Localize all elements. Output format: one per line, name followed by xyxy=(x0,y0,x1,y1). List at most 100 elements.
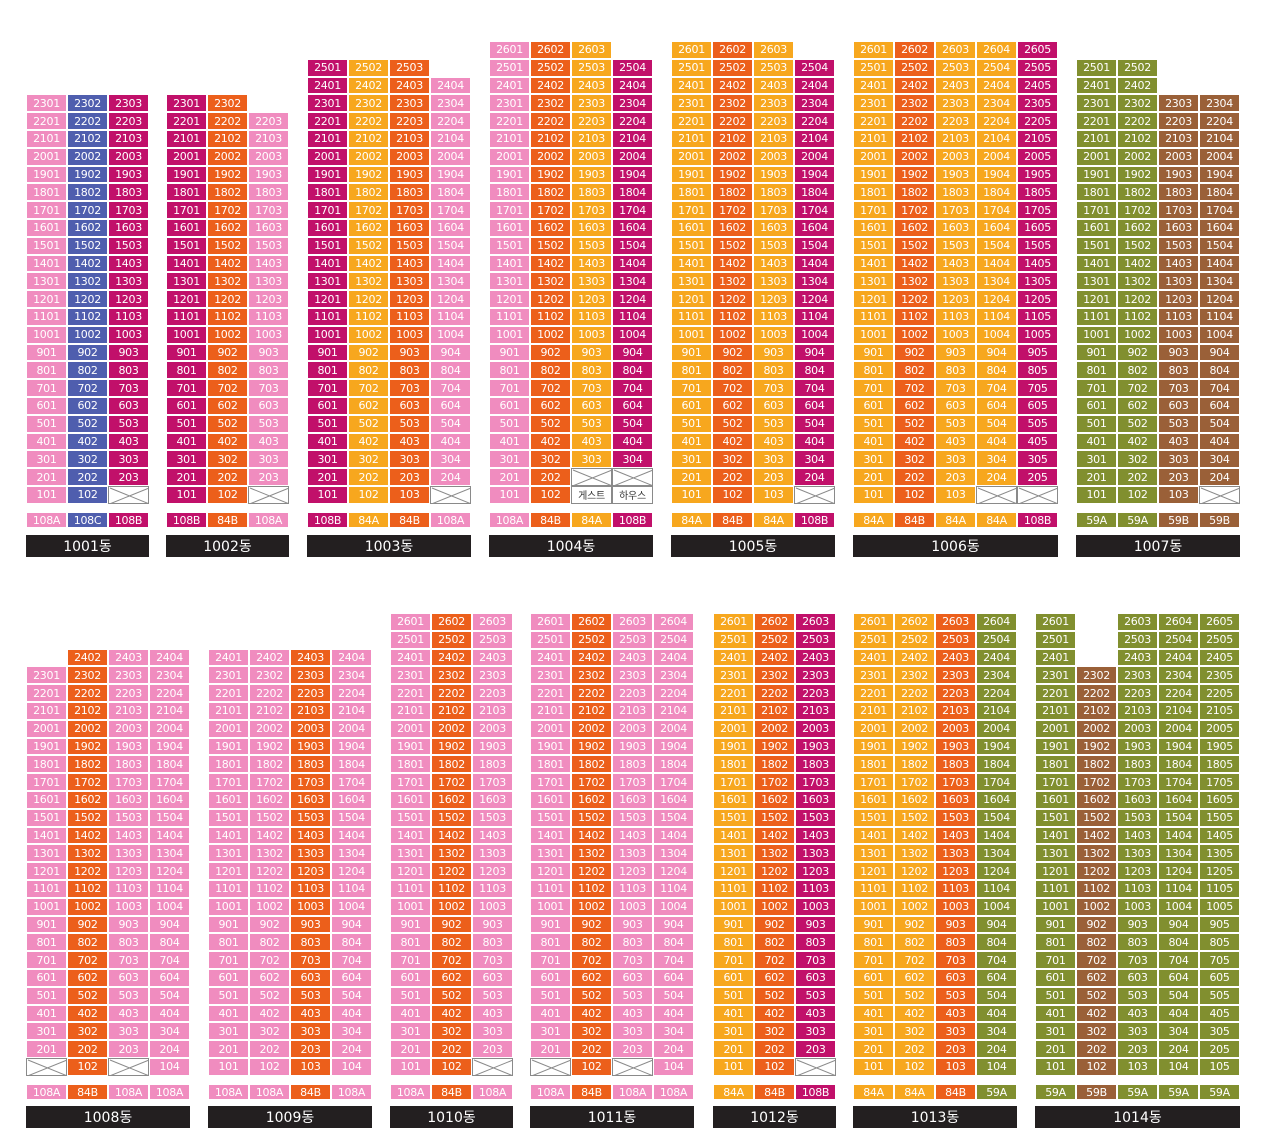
unit-cell: 2405 xyxy=(1017,76,1058,95)
unit-cell: 1103 xyxy=(108,308,149,326)
unit-cell: 2001 xyxy=(853,147,894,166)
unit-cell: 303 xyxy=(108,450,149,469)
unit-cell: 1201 xyxy=(208,862,249,880)
unit-cell: 1503 xyxy=(108,236,149,255)
unit-cell: 501 xyxy=(166,414,207,433)
unit-cell: 1403 xyxy=(1158,254,1199,273)
unit-cell: 504 xyxy=(976,414,1017,433)
unit-cell: 1704 xyxy=(1199,201,1240,219)
unit-cell: 1702 xyxy=(530,201,571,219)
unit-cell: 2102 xyxy=(1076,702,1117,720)
unit-cell: 1003 xyxy=(389,325,430,344)
unit-cell: 1501 xyxy=(853,808,894,827)
unit-cell: 1403 xyxy=(753,254,794,273)
unit-cell: 1801 xyxy=(1076,183,1117,202)
unit-cell: 1701 xyxy=(166,201,207,219)
unit-cell: 2104 xyxy=(1158,702,1199,720)
unit-cell: 1803 xyxy=(1117,755,1158,774)
unit-cell: 2001 xyxy=(489,147,530,166)
unit-cell: 904 xyxy=(331,915,372,934)
unit-cell: 1802 xyxy=(1076,755,1117,774)
unit-cell: 2203 xyxy=(612,684,653,702)
unit-cell: 603 xyxy=(248,397,289,415)
unit-cell: 401 xyxy=(208,1004,249,1023)
unit-cell: 401 xyxy=(713,1004,754,1023)
unit-cell: 1501 xyxy=(26,236,67,255)
unit-cell: 1202 xyxy=(67,862,108,880)
unit-cell: 1001 xyxy=(530,897,571,916)
unit-cell: 602 xyxy=(1117,397,1158,415)
unit-cell: 1603 xyxy=(935,219,976,237)
unit-cell: 2004 xyxy=(1158,719,1199,738)
unit-cell: 1302 xyxy=(249,844,290,863)
unit-cell: 2304 xyxy=(976,666,1017,685)
unit-cell: 1002 xyxy=(571,897,612,916)
unit-cell: 1202 xyxy=(712,290,753,308)
unit-cell: 1001 xyxy=(1076,325,1117,344)
unit-cell: 1304 xyxy=(794,272,835,291)
unit-cell: 301 xyxy=(671,450,712,469)
unit-cell: 2202 xyxy=(571,684,612,702)
unit-cell: 1304 xyxy=(1158,844,1199,863)
unit-type-label: 108A xyxy=(108,1084,149,1100)
unit-cell: 2503 xyxy=(472,630,513,649)
unit-cell: 102 xyxy=(712,486,753,504)
unit-cell: 105 xyxy=(1199,1058,1240,1076)
unit-cell: 1701 xyxy=(307,201,348,219)
unit-cell: 801 xyxy=(671,361,712,380)
unit-cell: 1603 xyxy=(935,791,976,809)
unit-cell: 1603 xyxy=(108,219,149,237)
unit-cell: 1304 xyxy=(976,272,1017,291)
unit-cell: 403 xyxy=(571,432,612,451)
unit-cell: 2003 xyxy=(612,719,653,738)
unit-cell: 1003 xyxy=(1117,897,1158,916)
unit-cell: 802 xyxy=(431,933,472,952)
unit-cell: 2501 xyxy=(307,58,348,77)
unit-cell: 1604 xyxy=(331,791,372,809)
unit-cell: 1002 xyxy=(1076,897,1117,916)
unit-cell: 204 xyxy=(430,468,471,486)
unit-cell: 103 xyxy=(389,486,430,504)
unit-cell: 2103 xyxy=(753,130,794,148)
unit-cell: 2401 xyxy=(1076,76,1117,95)
unit-cell: 1003 xyxy=(935,897,976,916)
unit-cell: 202 xyxy=(1117,468,1158,486)
unit-type-label: 84B xyxy=(530,512,571,528)
unit-cell: 902 xyxy=(530,343,571,362)
unit-cell: 704 xyxy=(794,379,835,397)
unit-cell: 802 xyxy=(249,933,290,952)
unit-cell: 602 xyxy=(348,397,389,415)
unit-cell: 2601 xyxy=(489,41,530,59)
unit-cell: 1704 xyxy=(1158,773,1199,791)
unit-cell: 302 xyxy=(894,1022,935,1041)
unit-cell: 803 xyxy=(108,361,149,380)
unit-cell: 1002 xyxy=(754,897,795,916)
unit-cell: 303 xyxy=(795,1022,836,1041)
unit-cell: 1904 xyxy=(331,737,372,756)
unit-cell: 1801 xyxy=(853,755,894,774)
unit-cell: 102 xyxy=(571,1058,612,1076)
unit-cell: 701 xyxy=(26,379,67,397)
unit-cell: 1303 xyxy=(753,272,794,291)
unit-cell: 402 xyxy=(1117,432,1158,451)
unit-cell: 901 xyxy=(166,343,207,362)
unit-cell: 2401 xyxy=(853,76,894,95)
unit-cell: 1501 xyxy=(489,236,530,255)
unit-cell: 2403 xyxy=(935,76,976,95)
unit-cell: 202 xyxy=(530,468,571,486)
empty-unit-cell xyxy=(108,486,149,504)
unit-cell: 402 xyxy=(67,432,108,451)
unit-cell: 2503 xyxy=(795,630,836,649)
unit-cell: 2004 xyxy=(1199,147,1240,166)
unit-cell: 504 xyxy=(653,986,694,1005)
unit-cell: 1902 xyxy=(894,165,935,184)
unit-cell: 2003 xyxy=(290,719,331,738)
unit-cell: 2201 xyxy=(713,684,754,702)
unit-cell: 1602 xyxy=(67,791,108,809)
unit-cell: 801 xyxy=(853,361,894,380)
unit-cell: 1702 xyxy=(712,201,753,219)
unit-cell: 202 xyxy=(754,1040,795,1058)
unit-cell: 503 xyxy=(389,414,430,433)
unit-cell: 1503 xyxy=(935,236,976,255)
unit-cell: 1103 xyxy=(935,880,976,898)
